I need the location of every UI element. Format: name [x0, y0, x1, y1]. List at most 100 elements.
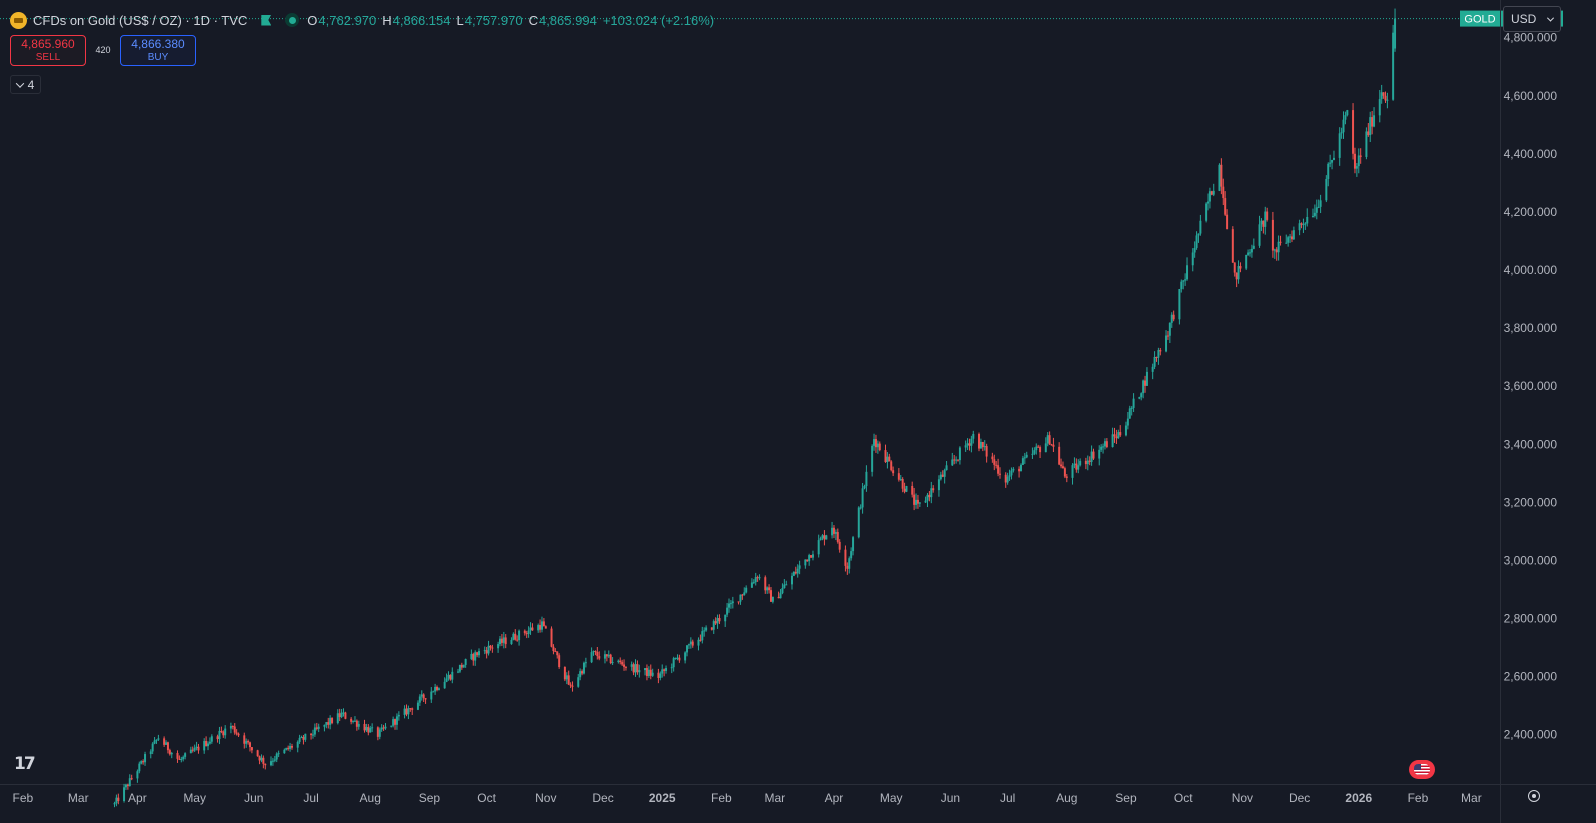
candle-body: [437, 688, 440, 690]
candle-body: [892, 470, 895, 474]
candle-body: [1019, 464, 1022, 472]
candle-body: [1306, 216, 1309, 224]
sell-button[interactable]: 4,865.960 SELL: [10, 35, 86, 66]
candle-body: [472, 653, 475, 661]
candle-body: [1394, 18, 1397, 49]
tradingview-logo[interactable]: 17: [14, 754, 36, 774]
candle-body: [1088, 460, 1091, 462]
candle-body: [1208, 191, 1211, 202]
candle-body: [460, 664, 463, 668]
candle-body: [728, 603, 731, 608]
candle-body: [701, 631, 704, 641]
time-axis-label: Oct: [1174, 791, 1193, 805]
candle-body: [231, 726, 234, 728]
candle-body: [392, 719, 395, 726]
candle-body: [165, 742, 168, 745]
candle-body: [766, 587, 769, 591]
candle-body: [563, 667, 566, 680]
currency-selector[interactable]: USD: [1503, 6, 1561, 32]
sell-label: SELL: [35, 51, 61, 63]
candle-body: [638, 670, 641, 673]
candle-body: [420, 694, 423, 697]
candle-body: [1132, 398, 1135, 408]
candle-body: [1157, 350, 1160, 358]
candle-body: [1010, 470, 1013, 476]
buy-button[interactable]: 4,866.380 BUY: [120, 35, 196, 66]
time-axis-label: Aug: [1056, 791, 1077, 805]
candle-body: [178, 758, 181, 760]
candle-body: [416, 702, 419, 710]
time-axis-label: Mar: [764, 791, 785, 805]
candle-body: [1138, 397, 1141, 399]
gear-icon[interactable]: [1528, 790, 1540, 802]
candle-body: [590, 652, 593, 663]
candle-body: [1153, 356, 1156, 367]
candle-body: [430, 691, 433, 700]
candle-body: [874, 439, 877, 448]
candle-body: [754, 577, 757, 583]
candle-body: [357, 723, 360, 727]
candle-body: [1073, 463, 1076, 466]
candle-body: [516, 639, 519, 641]
candle-body: [1298, 223, 1301, 231]
open-label: O: [307, 12, 318, 28]
candle-body: [1178, 289, 1181, 320]
candle-body: [394, 719, 397, 725]
candle-body: [966, 443, 969, 446]
candle-body: [205, 741, 208, 747]
candle-body: [999, 473, 1001, 475]
candle-body: [155, 739, 158, 741]
candle-body: [899, 479, 902, 481]
candle-body: [645, 668, 648, 677]
candle-body: [1226, 214, 1229, 230]
symbol-title[interactable]: CFDs on Gold (US$ / OZ) · 1D · TVC: [33, 12, 248, 28]
indicators-toggle-button[interactable]: 4: [10, 75, 41, 94]
candle-body: [890, 461, 893, 471]
candle-body: [1023, 457, 1026, 459]
candle-body: [1119, 432, 1122, 436]
candle-body: [342, 712, 345, 714]
candle-body: [123, 787, 126, 802]
candle-body: [783, 584, 786, 589]
candle-body: [1130, 407, 1133, 409]
candle-body: [1218, 164, 1221, 191]
candle-body: [287, 747, 290, 749]
candle-body: [243, 735, 246, 744]
candle-body: [1151, 366, 1154, 372]
candle-body: [806, 559, 809, 562]
candle-body: [846, 565, 849, 569]
us-flag-icon[interactable]: [1409, 760, 1435, 779]
candle-body: [544, 626, 547, 629]
candle-body: [195, 746, 198, 748]
candle-body: [1250, 248, 1253, 253]
chevron-down-icon: [1546, 14, 1555, 22]
candle-body: [1327, 163, 1330, 179]
candle-body: [769, 590, 772, 602]
candle-body: [836, 532, 839, 542]
candle-body: [1304, 223, 1307, 225]
candle-body: [1142, 380, 1145, 394]
candle-body: [180, 759, 183, 761]
candle-body: [821, 535, 824, 539]
candle-body: [369, 728, 372, 733]
candle-body: [1249, 252, 1251, 254]
candle-body: [951, 459, 954, 466]
candle-body: [758, 577, 761, 579]
candle-body: [166, 742, 169, 751]
candle-body: [365, 727, 368, 731]
candle-body: [149, 751, 152, 755]
candle-body: [1052, 444, 1055, 447]
flag-icon[interactable]: [261, 14, 272, 26]
candle-body: [1193, 247, 1196, 253]
candle-body: [1220, 164, 1223, 187]
candle-body: [1353, 153, 1356, 169]
candle-body: [605, 654, 608, 657]
time-axis-label: Sep: [1115, 791, 1137, 805]
candle-body: [380, 727, 383, 730]
candle-body: [491, 647, 494, 649]
candle-body: [863, 486, 866, 489]
price-axis-label: 3,600.000: [1504, 379, 1558, 393]
candle-body: [644, 668, 647, 671]
